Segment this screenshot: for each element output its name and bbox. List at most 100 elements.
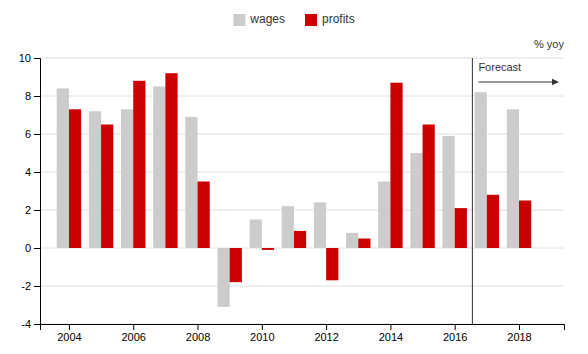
y-tick: -2 xyxy=(21,280,40,292)
bar xyxy=(314,202,326,248)
bar xyxy=(519,201,531,249)
bar xyxy=(410,153,422,248)
x-tick-label: 2018 xyxy=(507,331,531,343)
x-axis: 2004 2006 2008 2010 2012 2014 2016 2018 xyxy=(41,324,565,343)
bar xyxy=(153,87,165,249)
bar xyxy=(250,220,262,249)
bar-series xyxy=(57,87,519,307)
y-axis-line xyxy=(34,59,41,325)
y-tick-mark xyxy=(34,286,40,287)
bar xyxy=(198,182,210,249)
bar xyxy=(165,73,177,248)
bar xyxy=(423,125,435,249)
x-tick-mark xyxy=(326,324,327,330)
bar xyxy=(455,208,467,248)
annotation-label: Forecast xyxy=(478,61,521,73)
x-tick-label: 2010 xyxy=(250,331,274,343)
bar xyxy=(101,125,113,249)
grid-line xyxy=(40,58,564,59)
y-tick-mark xyxy=(34,210,40,211)
bar xyxy=(282,206,294,248)
legend-item: profits xyxy=(305,12,355,26)
x-tick: 2006 xyxy=(121,324,145,343)
bar xyxy=(326,248,338,280)
x-tick: 2014 xyxy=(379,324,403,343)
bar xyxy=(507,109,519,248)
y-tick-mark xyxy=(34,324,40,325)
bar xyxy=(475,92,487,248)
bar xyxy=(358,239,370,249)
y-tick: -4 xyxy=(21,318,40,330)
grid xyxy=(40,58,564,324)
plot: Forecast20042006200820102012201420162018… xyxy=(19,52,565,343)
bar xyxy=(133,81,145,248)
y-tick-label: 0 xyxy=(25,242,31,254)
bar xyxy=(230,248,242,282)
bar xyxy=(69,109,81,248)
y-tick: 6 xyxy=(25,128,40,140)
y-tick-label: -4 xyxy=(21,318,31,330)
x-tick: 2018 xyxy=(507,324,531,343)
y-tick-label: 10 xyxy=(19,52,31,64)
y-tick: 10 xyxy=(19,52,40,64)
y-tick: 0 xyxy=(25,242,40,254)
legend: wages profits xyxy=(233,12,354,26)
x-tick-label: 2012 xyxy=(314,331,338,343)
x-tick-label: 2004 xyxy=(57,331,81,343)
y-axis: -4 -2 0 2 4 6 8 10 xyxy=(19,52,41,330)
legend-swatch xyxy=(305,14,317,26)
x-tick-mark xyxy=(455,324,456,330)
bar xyxy=(57,88,69,248)
y-tick-label: 8 xyxy=(25,90,31,102)
y-tick: 8 xyxy=(25,90,40,102)
x-tick-mark xyxy=(69,324,70,330)
x-tick-label: 2008 xyxy=(186,331,210,343)
legend-swatch xyxy=(233,14,245,26)
bar xyxy=(378,182,390,249)
y-tick-mark xyxy=(34,134,40,135)
y-tick-mark xyxy=(34,58,40,59)
x-tick: 2008 xyxy=(186,324,210,343)
x-tick-mark xyxy=(519,324,520,330)
x-tick: 2004 xyxy=(57,324,81,343)
bar-series xyxy=(69,73,531,282)
y-tick-mark xyxy=(34,172,40,173)
x-tick: 2012 xyxy=(314,324,338,343)
bar xyxy=(217,248,229,307)
legend-label: profits xyxy=(322,12,355,26)
bar xyxy=(121,109,133,248)
y-tick-mark xyxy=(34,96,40,97)
x-tick-mark xyxy=(198,324,199,330)
x-axis-line xyxy=(41,325,565,331)
bar xyxy=(487,195,499,248)
bar xyxy=(346,233,358,248)
x-tick: 2010 xyxy=(250,324,274,343)
legend-item: wages xyxy=(233,12,285,26)
y-tick-label: 2 xyxy=(25,204,31,216)
bar xyxy=(89,111,101,248)
x-tick-mark xyxy=(262,324,263,330)
y-tick-label: -2 xyxy=(21,280,31,292)
y-tick: 2 xyxy=(25,204,40,216)
y-tick-label: 4 xyxy=(25,166,31,178)
bar xyxy=(262,248,274,250)
x-tick-label: 2006 xyxy=(121,331,145,343)
x-tick-mark xyxy=(133,324,134,330)
y-tick-mark xyxy=(34,248,40,249)
grid-line xyxy=(40,286,564,287)
bar xyxy=(294,231,306,248)
x-tick: 2016 xyxy=(443,324,467,343)
bars xyxy=(57,58,531,324)
legend-label: wages xyxy=(249,12,285,26)
forecast-line xyxy=(472,58,473,324)
annotation-arrow xyxy=(478,82,558,83)
bar xyxy=(442,136,454,248)
chart: Forecast20042006200820102012201420162018… xyxy=(0,0,588,354)
y-tick-label: 6 xyxy=(25,128,31,140)
x-tick-label: 2016 xyxy=(443,331,467,343)
bar xyxy=(185,117,197,248)
y-axis-label: % yoy xyxy=(534,38,564,50)
x-tick-mark xyxy=(390,324,391,330)
bar xyxy=(390,83,402,248)
x-tick-label: 2014 xyxy=(379,331,403,343)
